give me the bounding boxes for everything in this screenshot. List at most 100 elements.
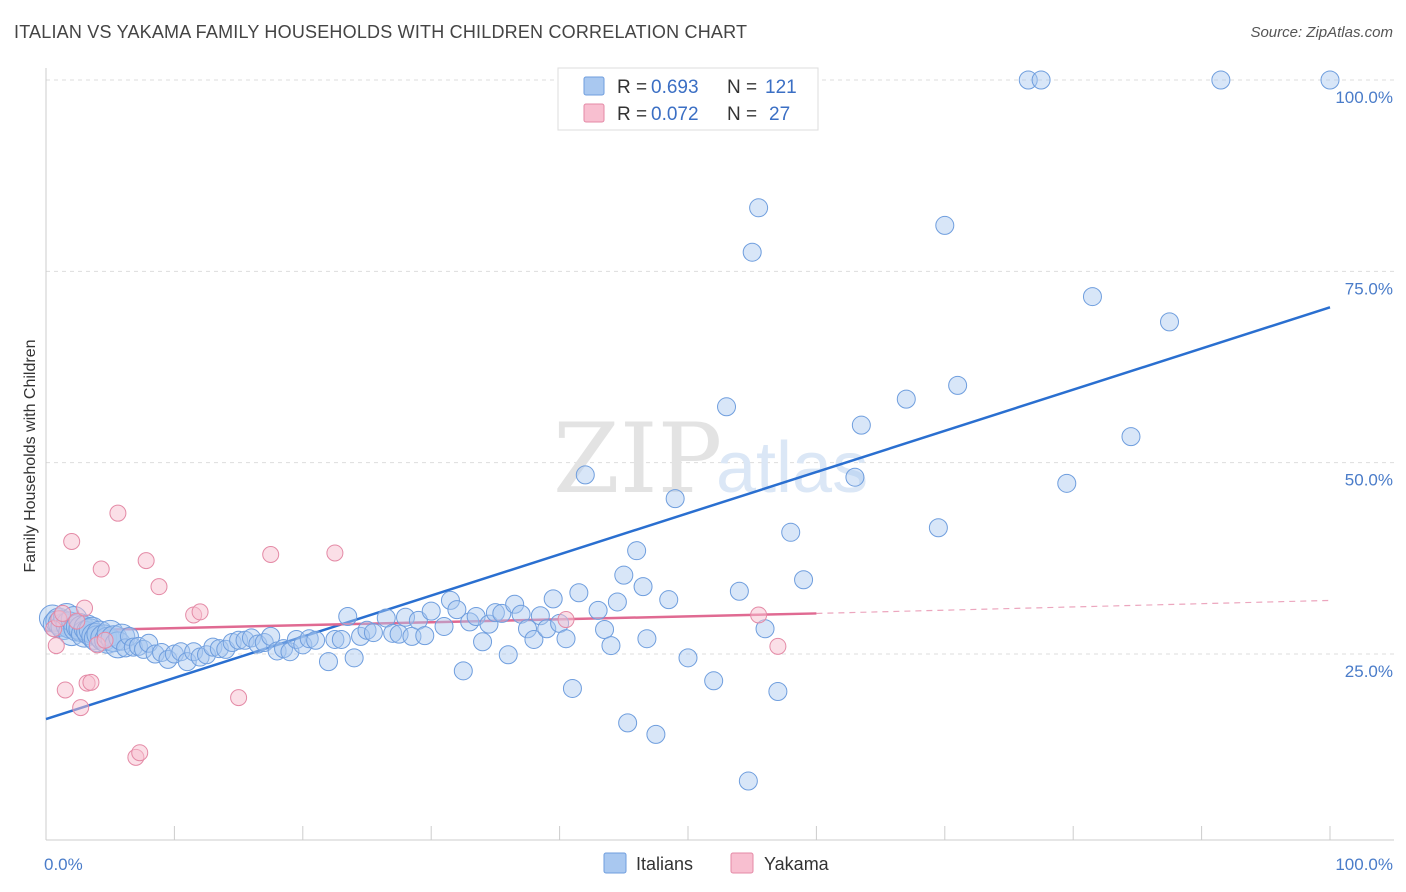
point-italians-82 [492,603,512,623]
point-italians-127 [1057,473,1077,493]
point-italians-94 [569,583,589,603]
point-italians-117 [781,522,801,542]
legend-swatch-yakama [583,103,605,123]
point-italians-90 [543,589,563,609]
point-italians-71 [415,626,435,646]
trend-line-yakama [45,612,817,633]
point-italians-76 [453,661,473,681]
point-yakama-6 [68,612,86,630]
point-italians-57 [318,652,338,672]
legend-n-value-2: 27 [769,104,790,125]
point-yakama-12 [92,560,110,578]
point-italians-124 [948,375,968,395]
point-yakama-17 [137,552,155,570]
legend-n-label-2: N = [727,104,757,125]
point-italians-101 [618,713,638,733]
point-italians-122 [928,518,948,538]
bottom-legend-italians: Italians [636,854,693,874]
point-italians-81 [485,603,505,623]
point-yakama-3 [54,604,72,622]
point-yakama-22 [262,546,280,564]
point-italians-55 [299,629,319,649]
point-yakama-14 [109,504,127,522]
bottom-legend: Italians Yakama [603,852,830,874]
grid-lines [46,79,1394,655]
point-italians-59 [331,629,351,649]
point-yakama-21 [230,689,248,707]
y-axis-title: Family Households with Children [22,340,39,573]
point-italians-107 [665,489,685,509]
point-yakama-5 [63,532,81,550]
point-italians-79 [473,632,493,652]
point-yakama-4 [56,681,74,699]
point-italians-109 [704,671,724,691]
point-italians-74 [440,590,460,610]
point-italians-85 [511,604,531,624]
point-italians-131 [1211,70,1231,90]
bottom-legend-swatch-yakama [730,852,754,874]
point-italians-41 [209,639,229,659]
point-italians-31 [145,644,165,664]
point-italians-89 [537,619,557,639]
point-italians-130 [1160,312,1179,332]
point-italians-68 [396,607,416,627]
point-yakama-26 [769,637,787,655]
point-italians-105 [646,724,666,744]
point-italians-66 [383,623,403,643]
watermark-atlas: atlas [716,428,868,508]
axes [45,68,1394,841]
y-tick-labels: 25.0% 50.0% 75.0% 100.0% [1335,88,1393,681]
point-italians-49 [261,626,281,646]
point-italians-106 [659,590,679,610]
point-italians-92 [556,629,576,649]
legend-r-label-1: R = [617,77,647,98]
bottom-legend-swatch-italians [603,852,627,874]
point-italians-132 [1320,70,1340,90]
point-italians-36 [177,652,197,672]
point-italians-111 [729,581,749,601]
data-points [38,70,1340,791]
point-yakama-13 [96,631,114,649]
y-tick-label-25: 25.0% [1345,662,1393,681]
point-italians-73 [434,616,454,636]
point-italians-93 [562,678,582,698]
point-italians-30 [139,633,159,653]
point-italians-95 [575,465,595,485]
y-tick-label-75: 75.0% [1345,279,1393,298]
point-italians-61 [344,648,364,668]
bottom-legend-yakama: Yakama [764,854,830,874]
point-yakama-8 [76,599,94,617]
point-italians-56 [306,630,326,650]
point-yakama-25 [750,606,768,624]
point-italians-84 [505,594,525,614]
point-italians-86 [518,619,537,639]
watermark-zip: ZIP [553,403,722,515]
x-tick-labels: 0.0% 100.0% [44,855,1393,874]
point-italians-37 [184,642,204,662]
point-italians-58 [325,629,345,649]
point-italians-119 [845,467,865,487]
point-italians-103 [633,577,653,597]
point-yakama-7 [72,699,90,717]
point-yakama-18 [150,578,168,596]
point-italians-114 [749,198,769,218]
point-yakama-16 [131,744,149,762]
point-italians-123 [935,215,955,235]
point-italians-39 [197,645,216,665]
y-tick-label-100: 100.0% [1335,88,1393,107]
trend-line-yakama-extension [816,599,1331,615]
legend-r-value-1: 0.693 [651,77,699,98]
x-tick-label-max: 100.0% [1335,855,1393,874]
point-italians-96 [588,600,608,620]
point-italians-129 [1121,427,1141,447]
point-italians-97 [595,620,615,640]
point-italians-83 [498,645,518,665]
point-italians-113 [742,242,762,262]
point-italians-110 [717,397,737,417]
legend-r-value-2: 0.072 [651,104,699,125]
watermark: ZIP atlas [553,403,868,515]
point-yakama-1 [47,637,65,655]
point-italians-60 [338,606,358,626]
point-italians-64 [363,623,383,643]
